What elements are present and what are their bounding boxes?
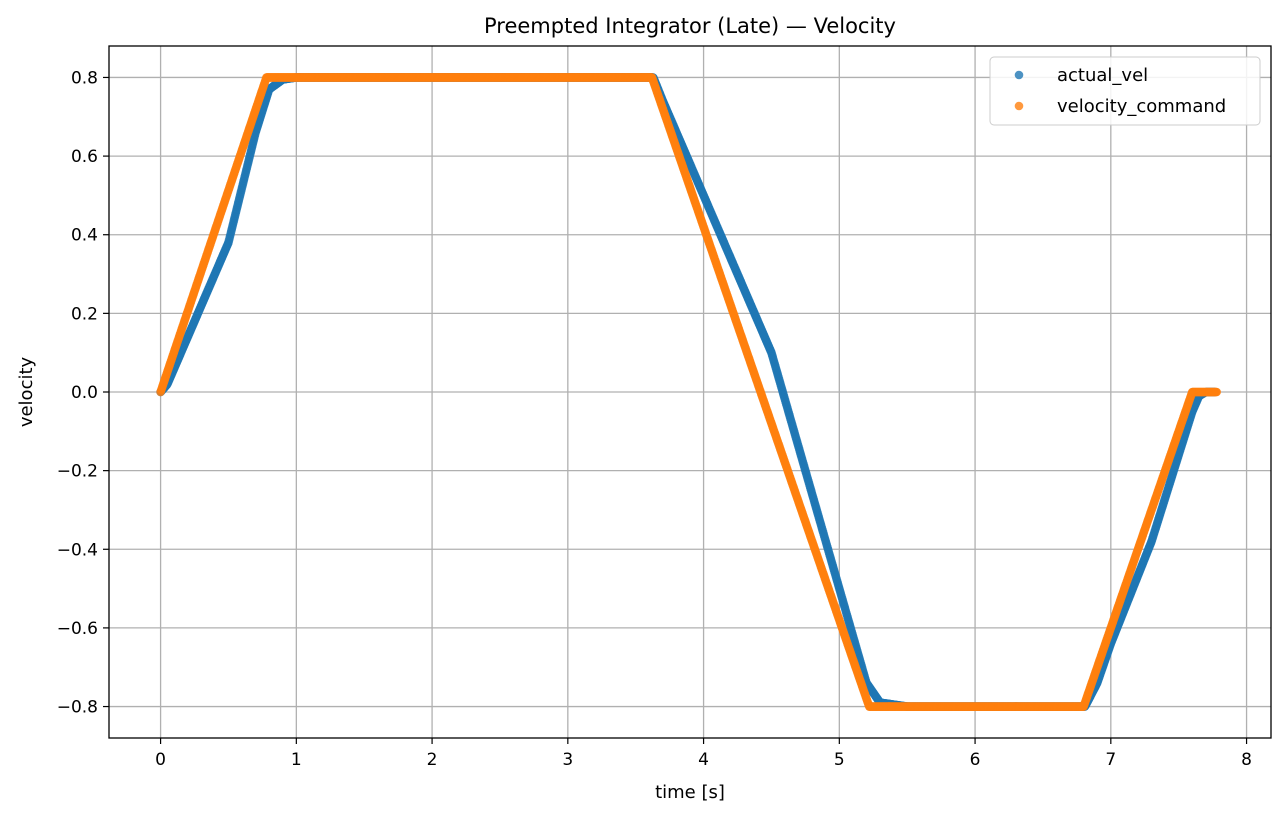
x-tick-label: 1 [291, 750, 302, 770]
series-velocity-command [156, 73, 1221, 711]
series-layer [156, 73, 1221, 711]
x-tick-label: 8 [1241, 750, 1252, 770]
x-tick-label: 0 [155, 750, 166, 770]
x-axis-label: time [s] [655, 782, 725, 803]
y-tick-label: −0.2 [57, 462, 98, 482]
legend-box [989, 56, 1261, 126]
x-tick-label: 5 [834, 750, 845, 770]
y-tick-label: 0.0 [71, 383, 98, 403]
legend: actual_vel velocity_command [989, 56, 1261, 126]
y-tick-label: 0.4 [71, 226, 98, 246]
legend-label-actual-vel: actual_vel [1057, 65, 1148, 86]
chart-title: Preempted Integrator (Late) — Velocity [484, 14, 896, 38]
x-tick-label: 2 [427, 750, 438, 770]
x-tick-label: 7 [1105, 750, 1116, 770]
ticks: 0 1 2 3 4 5 6 7 8 0.8 0.6 0.4 0.2 0.0 −0.2 −0.4 −0.6 −0.8 [57, 68, 1252, 770]
y-tick-label: −0.6 [57, 619, 98, 639]
legend-label-velocity-command: velocity_command [1057, 96, 1226, 117]
y-tick-label: 0.2 [71, 304, 98, 324]
y-tick-label: −0.4 [57, 540, 98, 560]
y-tick-label: 0.8 [71, 68, 98, 88]
y-tick-label: 0.6 [71, 147, 98, 167]
x-tick-label: 3 [562, 750, 573, 770]
legend-marker-velocity-command [1014, 101, 1024, 111]
data-point [1212, 387, 1221, 397]
x-tick-label: 6 [970, 750, 981, 770]
legend-marker-actual-vel [1014, 70, 1024, 80]
y-tick-label: −0.8 [57, 698, 98, 718]
x-tick-label: 4 [698, 750, 709, 770]
y-axis-label: velocity [16, 356, 37, 427]
